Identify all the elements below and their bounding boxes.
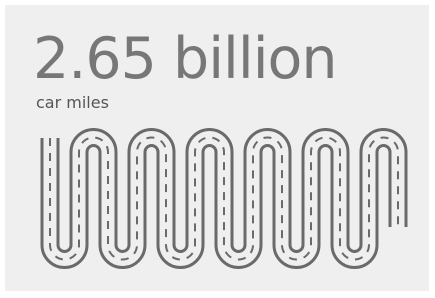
card: 2.65 billion car miles: [5, 5, 429, 291]
page: 2.65 billion car miles (() => { const da…: [0, 0, 435, 298]
road-icon: [5, 5, 429, 291]
road: [50, 138, 398, 260]
